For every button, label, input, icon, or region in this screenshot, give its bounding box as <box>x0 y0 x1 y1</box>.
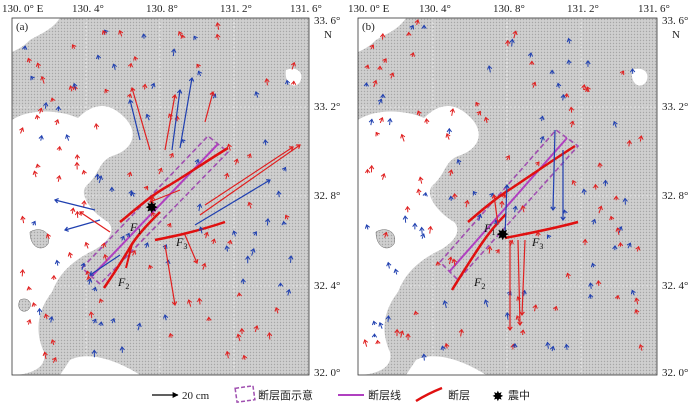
epicenter-marker: ✸ <box>145 198 158 217</box>
lon-tick: 130. 0° E <box>2 3 44 15</box>
epicenter-label: 震中 <box>508 389 530 402</box>
lat-tick: 32. 8° <box>662 190 688 202</box>
panel-label: (a) <box>16 21 29 33</box>
panel-a: ✸ F1 F2 F3 (a) 130. 0° E 130. 4° 130. 8°… <box>2 3 340 379</box>
lat-tick: 33. 2° <box>314 101 340 113</box>
legend: 20 cm 断层面示意 断层线 断层 ✸ 震中 <box>152 386 530 405</box>
fault-symbol <box>416 388 442 401</box>
lon-tick: 130. 8° <box>493 3 525 15</box>
lat-tick: 32. 4° <box>314 280 340 292</box>
lat-tick: 32. 0° <box>662 367 688 379</box>
fault-label: 断层 <box>448 388 470 402</box>
lon-tick: 131. 2° <box>567 3 599 15</box>
lat-tick: 32. 8° <box>314 190 340 202</box>
lon-tick: 130. 0° E <box>348 3 390 15</box>
fault-line-label: 断层线 <box>368 388 401 402</box>
lat-tick: 33. 6° <box>314 15 340 27</box>
north-label: N <box>672 29 680 41</box>
lon-tick: 130. 8° <box>146 3 178 15</box>
lon-tick: 131. 2° <box>220 3 252 15</box>
epicenter-symbol: ✸ <box>492 389 504 405</box>
island <box>19 299 31 311</box>
lat-tick: 32. 0° <box>314 367 340 379</box>
lon-tick: 131. 6° <box>290 3 322 15</box>
panel-label: (b) <box>362 21 375 33</box>
lon-tick: 131. 6° <box>638 3 670 15</box>
epicenter-marker: ✸ <box>496 225 509 244</box>
lon-tick: 130. 4° <box>419 3 451 15</box>
lon-tick: 130. 4° <box>72 3 104 15</box>
scale-label: 20 cm <box>182 390 210 402</box>
panel-b: ✸ F1 F2 F3 (b) 130. 0° E 130. 4° 130. 8°… <box>348 3 688 379</box>
fault-plane-symbol <box>235 386 255 402</box>
lat-tick: 33. 6° <box>662 15 688 27</box>
fault-plane-label: 断层面示意 <box>258 388 313 402</box>
lat-tick: 32. 4° <box>662 280 688 292</box>
north-label: N <box>324 29 332 41</box>
lat-tick: 33. 2° <box>662 101 688 113</box>
